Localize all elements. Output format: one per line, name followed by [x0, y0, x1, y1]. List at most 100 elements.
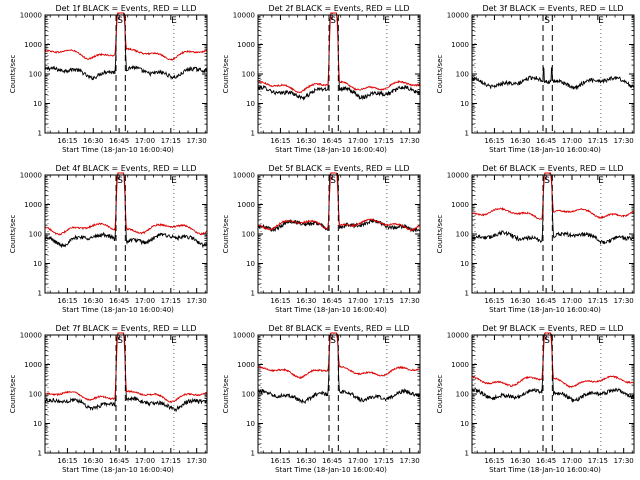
y-axis-label: Counts/sec — [9, 215, 17, 254]
x-tick-label: 17:00 — [562, 137, 582, 145]
marker-label-e: E — [384, 336, 390, 346]
x-tick-label: 17:15 — [374, 137, 394, 145]
y-tick-label: 10000 — [233, 332, 255, 340]
x-axis-label: Start Time (18-Jan-10 16:00:40) — [275, 146, 387, 154]
marker-label-e: E — [171, 336, 177, 346]
y-tick-label: 10000 — [447, 12, 469, 20]
series-group — [45, 332, 207, 413]
x-tick-label: 16:45 — [536, 137, 556, 145]
y-tick-label: 10000 — [20, 12, 42, 20]
y-tick-label: 1000 — [451, 201, 469, 209]
series-group — [472, 67, 634, 90]
chart-panel-5: Det 5f BLACK = Events, RED = LLD Counts/s… — [222, 164, 421, 314]
y-tick-label: 100 — [29, 71, 42, 79]
marker-label-e: E — [598, 336, 604, 346]
x-tick-label: 17:30 — [400, 297, 420, 305]
y-tick-label: 1000 — [237, 41, 255, 49]
marker-label-s: S — [330, 16, 336, 26]
y-tick-label: 1 — [38, 130, 42, 138]
x-tick-label: 16:15 — [57, 297, 77, 305]
y-tick-label: 100 — [456, 71, 469, 79]
chart-title: Det 2f BLACK = Events, RED = LLD — [268, 4, 409, 13]
y-axis-label: Counts/sec — [222, 55, 230, 94]
y-tick-label: 100 — [456, 231, 469, 239]
y-tick-label: 1 — [465, 450, 469, 458]
y-tick-label: 10 — [460, 420, 469, 428]
x-tick-label: 16:45 — [322, 137, 342, 145]
x-tick-label: 16:45 — [322, 457, 342, 465]
x-tick-label: 17:00 — [135, 137, 155, 145]
x-axis-label: Start Time (18-Jan-10 16:00:40) — [489, 466, 601, 474]
y-tick-label: 100 — [456, 391, 469, 399]
marker-label-s: S — [544, 16, 550, 26]
series-line-lld — [258, 332, 420, 379]
x-tick-label: 16:45 — [536, 457, 556, 465]
x-tick-label: 16:15 — [57, 457, 77, 465]
x-tick-label: 16:30 — [83, 297, 103, 305]
plot-frame — [471, 174, 635, 294]
y-tick-label: 10000 — [447, 332, 469, 340]
series-line-lld — [258, 172, 420, 232]
chart-panel-9: Det 9f BLACK = Events, RED = LLD Counts/s… — [436, 324, 635, 474]
x-tick-label: 17:00 — [135, 297, 155, 305]
x-tick-label: 16:30 — [83, 137, 103, 145]
y-tick-label: 1000 — [24, 41, 42, 49]
x-tick-label: 16:15 — [57, 137, 77, 145]
x-tick-label: 16:45 — [109, 457, 129, 465]
y-tick-label: 10000 — [233, 172, 255, 180]
y-tick-label: 1000 — [24, 361, 42, 369]
chart-title: Det 4f BLACK = Events, RED = LLD — [55, 164, 196, 173]
series-line-lld — [45, 332, 207, 404]
series-group — [472, 332, 634, 403]
x-tick-label: 17:00 — [562, 457, 582, 465]
x-tick-label: 17:15 — [161, 297, 181, 305]
chart-title: Det 5f BLACK = Events, RED = LLD — [268, 164, 409, 173]
y-tick-label: 100 — [29, 391, 42, 399]
y-tick-label: 1000 — [237, 361, 255, 369]
x-tick-label: 17:30 — [614, 297, 634, 305]
x-tick-label: 16:15 — [484, 457, 504, 465]
x-tick-label: 17:00 — [348, 297, 368, 305]
y-tick-label: 10 — [33, 420, 42, 428]
plot-frame — [257, 174, 421, 294]
x-tick-label: 16:45 — [109, 137, 129, 145]
plot-frame — [471, 14, 635, 134]
y-tick-label: 10 — [246, 100, 255, 108]
x-tick-label: 16:30 — [296, 457, 316, 465]
x-axis-label: Start Time (18-Jan-10 16:00:40) — [62, 146, 174, 154]
series-group — [258, 172, 420, 233]
y-tick-label: 1 — [465, 130, 469, 138]
plot-frame — [471, 334, 635, 454]
chart-title: Det 6f BLACK = Events, RED = LLD — [482, 164, 623, 173]
x-tick-label: 16:15 — [270, 457, 290, 465]
plot-frame — [44, 14, 208, 134]
x-tick-label: 17:30 — [614, 457, 634, 465]
y-tick-label: 1 — [251, 130, 255, 138]
plot-frame — [44, 334, 208, 454]
marker-label-e: E — [384, 176, 390, 186]
series-line-events — [472, 172, 634, 245]
x-tick-label: 16:30 — [510, 137, 530, 145]
y-tick-label: 1 — [251, 450, 255, 458]
x-tick-label: 16:15 — [484, 137, 504, 145]
marker-label-s: S — [544, 336, 550, 346]
x-axis-label: Start Time (18-Jan-10 16:00:40) — [489, 146, 601, 154]
x-tick-label: 17:30 — [187, 297, 207, 305]
y-tick-label: 10 — [33, 260, 42, 268]
y-tick-label: 10000 — [20, 172, 42, 180]
marker-label-s: S — [117, 176, 123, 186]
series-group — [472, 172, 634, 245]
y-tick-label: 10 — [33, 100, 42, 108]
x-tick-label: 17:30 — [614, 137, 634, 145]
x-tick-label: 17:00 — [135, 457, 155, 465]
y-tick-label: 1 — [251, 290, 255, 298]
x-tick-label: 16:15 — [270, 297, 290, 305]
x-tick-label: 16:30 — [510, 297, 530, 305]
marker-label-s: S — [117, 16, 123, 26]
chart-panel-1: Det 1f BLACK = Events, RED = LLD Counts/s… — [9, 4, 208, 154]
series-line-lld — [45, 12, 207, 62]
chart-panel-2: Det 2f BLACK = Events, RED = LLD Counts/s… — [222, 4, 421, 154]
series-line-events — [472, 332, 634, 403]
y-tick-label: 1000 — [451, 361, 469, 369]
